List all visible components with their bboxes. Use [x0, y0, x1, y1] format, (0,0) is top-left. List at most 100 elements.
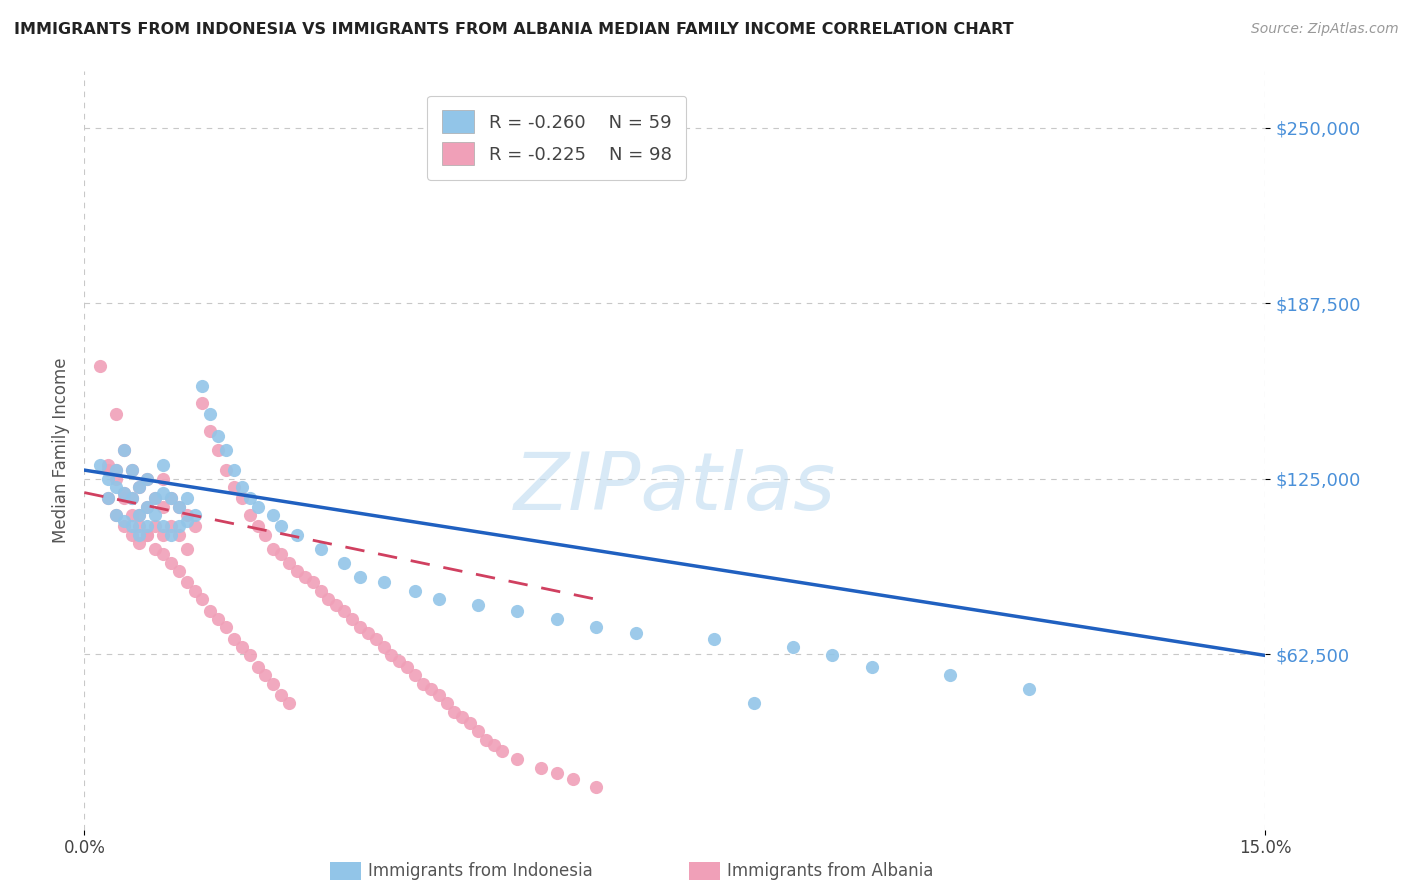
Point	[427, 592, 450, 607]
Point	[388, 654, 411, 668]
Point	[152, 471, 174, 485]
Point	[121, 463, 143, 477]
Point	[285, 527, 308, 541]
Point	[128, 508, 150, 522]
Point	[482, 739, 505, 753]
Point	[309, 583, 332, 598]
Point	[136, 471, 159, 485]
Point	[419, 682, 441, 697]
Point	[262, 508, 284, 522]
Point	[136, 519, 159, 533]
Point	[200, 603, 222, 617]
Point	[143, 541, 166, 556]
Point	[112, 485, 135, 500]
Point	[624, 626, 647, 640]
Point	[112, 491, 135, 506]
Point	[112, 519, 135, 533]
Point	[97, 471, 120, 485]
Point	[104, 480, 127, 494]
Point	[222, 632, 245, 646]
Point	[364, 632, 387, 646]
Legend: R = -0.260    N = 59, R = -0.225    N = 98: R = -0.260 N = 59, R = -0.225 N = 98	[427, 95, 686, 180]
Point	[270, 519, 292, 533]
Y-axis label: Median Family Income: Median Family Income	[52, 358, 70, 543]
Point	[97, 458, 120, 472]
Point	[246, 659, 269, 673]
Point	[301, 575, 323, 590]
Point	[167, 564, 190, 578]
Point	[546, 612, 568, 626]
Point	[278, 556, 301, 570]
Point	[143, 508, 166, 522]
Point	[246, 500, 269, 514]
Point	[160, 491, 183, 506]
Point	[112, 443, 135, 458]
Point	[239, 491, 262, 506]
Point	[254, 668, 277, 682]
Point	[191, 379, 214, 393]
Text: ZIPatlas: ZIPatlas	[513, 450, 837, 527]
Point	[183, 583, 205, 598]
Point	[436, 696, 458, 710]
Point	[1018, 682, 1040, 697]
Point	[152, 519, 174, 533]
Point	[396, 659, 419, 673]
Point	[128, 527, 150, 541]
Point	[128, 480, 150, 494]
Point	[254, 527, 277, 541]
Point	[104, 407, 127, 421]
Point	[136, 500, 159, 514]
Point	[404, 583, 426, 598]
Point	[121, 463, 143, 477]
Point	[782, 640, 804, 654]
Point	[191, 592, 214, 607]
Point	[373, 575, 395, 590]
Point	[128, 480, 150, 494]
Point	[294, 570, 316, 584]
Point	[143, 519, 166, 533]
Text: Source: ZipAtlas.com: Source: ZipAtlas.com	[1251, 22, 1399, 37]
Point	[340, 612, 363, 626]
Point	[215, 620, 238, 634]
Point	[239, 508, 262, 522]
Point	[742, 696, 765, 710]
Point	[467, 724, 489, 739]
Point	[349, 620, 371, 634]
Point	[357, 626, 380, 640]
Point	[128, 536, 150, 550]
Point	[458, 715, 481, 730]
Point	[530, 761, 553, 775]
Point	[160, 491, 183, 506]
Point	[136, 527, 159, 541]
Point	[200, 424, 222, 438]
Point	[152, 458, 174, 472]
Point	[506, 752, 529, 766]
Point	[380, 648, 402, 663]
Point	[325, 598, 347, 612]
Point	[121, 491, 143, 506]
Point	[152, 547, 174, 561]
Point	[491, 744, 513, 758]
Point	[104, 463, 127, 477]
Text: Immigrants from Indonesia: Immigrants from Indonesia	[368, 862, 593, 880]
Point	[121, 519, 143, 533]
Point	[318, 592, 340, 607]
Point	[97, 491, 120, 506]
Point	[585, 620, 607, 634]
Point	[703, 632, 725, 646]
Point	[333, 556, 356, 570]
Point	[262, 676, 284, 690]
Point	[427, 688, 450, 702]
Point	[373, 640, 395, 654]
Point	[112, 514, 135, 528]
Point	[89, 458, 111, 472]
Point	[231, 640, 253, 654]
Point	[97, 463, 120, 477]
Point	[239, 648, 262, 663]
Point	[215, 463, 238, 477]
Point	[89, 359, 111, 374]
Point	[309, 541, 332, 556]
Point	[333, 603, 356, 617]
Point	[207, 429, 229, 443]
Point	[467, 598, 489, 612]
